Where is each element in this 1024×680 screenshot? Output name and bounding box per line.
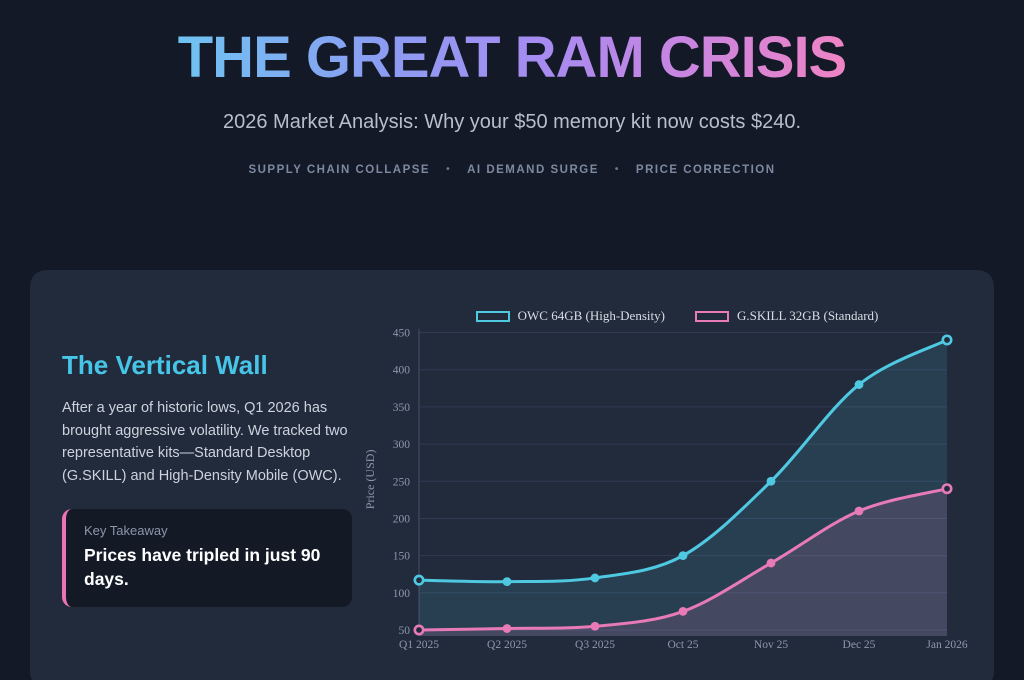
series-0-marker <box>766 476 776 486</box>
y-tick-label: 400 <box>393 365 411 377</box>
x-tick-label: Q1 2025 <box>399 639 439 651</box>
series-area-0 <box>419 339 947 636</box>
tag-supply-chain: SUPPLY CHAIN COLLAPSE <box>248 163 431 176</box>
y-axis-title: Price (USD) <box>363 450 377 510</box>
page-title: THE GREAT RAM CRISIS <box>177 25 847 90</box>
tag-separator-icon: • <box>614 164 620 176</box>
series-area-1 <box>419 488 947 636</box>
series-1-marker <box>502 624 512 633</box>
series-1-marker <box>413 624 425 636</box>
tag-row: SUPPLY CHAIN COLLAPSE • AI DEMAND SURGE … <box>0 164 1024 176</box>
x-tick-label: Jan 2026 <box>926 639 967 651</box>
y-tick-label: 250 <box>393 476 411 488</box>
series-0-marker <box>413 574 425 586</box>
series-0-marker <box>854 380 864 389</box>
x-tick-label: Oct 25 <box>668 639 699 651</box>
chart-legend: OWC 64GB (High-Density) G.SKILL 32GB (St… <box>360 306 994 326</box>
section-body: After a year of historic lows, Q1 2026 h… <box>62 400 348 484</box>
tag-separator-icon: • <box>446 164 452 176</box>
legend-item-owc: OWC 64GB (High-Density) <box>475 308 665 324</box>
chart-container: OWC 64GB (High-Density) G.SKILL 32GB (St… <box>360 306 994 680</box>
y-tick-label: 50 <box>399 625 411 637</box>
series-1-marker <box>941 483 953 495</box>
section-heading: The Vertical Wall <box>62 350 268 380</box>
key-takeaway-label: Key Takeaway <box>84 523 168 538</box>
y-tick-label: 350 <box>393 402 411 414</box>
page-subtitle: 2026 Market Analysis: Why your $50 memor… <box>222 110 802 133</box>
series-0-marker <box>678 551 688 561</box>
legend-item-gskill: G.SKILL 32GB (Standard) <box>694 308 879 324</box>
series-1-marker <box>678 607 688 616</box>
y-tick-label: 450 <box>393 328 411 340</box>
series-1-marker <box>590 621 600 631</box>
y-tick-label: 300 <box>393 439 411 451</box>
series-0-marker <box>941 334 953 346</box>
legend-label-gskill: G.SKILL 32GB (Standard) <box>736 308 879 323</box>
price-chart: 50 100 150 200 250 300 350 400 450 Price (USD) Q1 … <box>363 328 968 652</box>
x-tick-label: Q3 2025 <box>575 639 615 651</box>
series-0-marker <box>590 573 600 583</box>
analysis-card: The Vertical Wall After a year of histor… <box>30 270 994 680</box>
x-tick-label: Nov 25 <box>754 639 788 651</box>
y-tick-label: 150 <box>393 551 411 563</box>
y-tick-label: 200 <box>393 513 411 525</box>
legend-label-owc: OWC 64GB (High-Density) <box>517 308 665 323</box>
legend-swatch-owc-icon <box>475 310 510 322</box>
y-tick-label: 100 <box>393 588 411 600</box>
key-takeaway-box: Key Takeaway Prices have tripled in just… <box>62 509 352 607</box>
legend-swatch-gskill-icon <box>694 310 729 322</box>
series-0-marker <box>502 577 512 587</box>
tag-price-correction: PRICE CORRECTION <box>635 163 776 176</box>
series-1-marker <box>854 506 864 516</box>
page-header: THE GREAT RAM CRISIS 2026 Market Analysi… <box>0 25 1024 176</box>
x-tick-label: Dec 25 <box>843 639 876 651</box>
tag-ai-demand: AI DEMAND SURGE <box>467 163 599 176</box>
key-takeaway-text: Prices have tripled in just 90 days. <box>84 545 321 589</box>
text-column: The Vertical Wall After a year of histor… <box>62 350 352 607</box>
x-tick-label: Q2 2025 <box>487 639 527 651</box>
series-1-marker <box>766 558 776 568</box>
